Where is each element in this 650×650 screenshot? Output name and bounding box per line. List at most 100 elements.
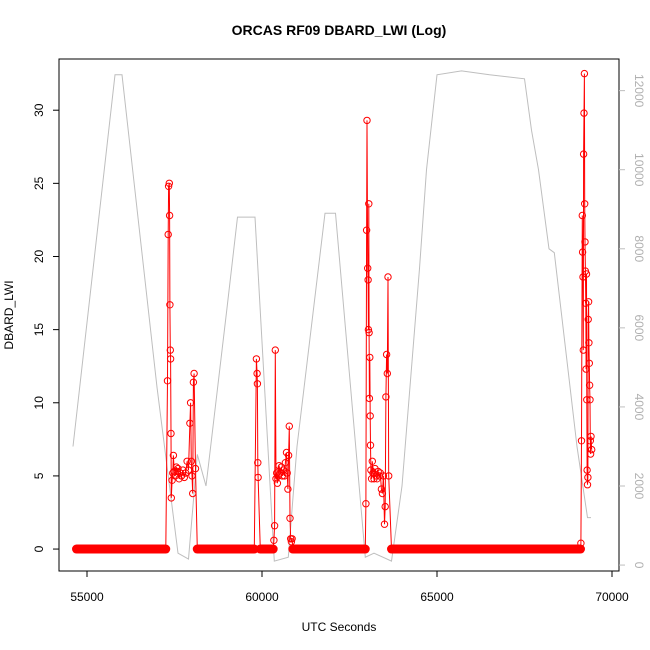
data-point bbox=[184, 466, 193, 474]
series-right-line bbox=[72, 70, 591, 562]
data-point bbox=[270, 522, 279, 530]
data-point bbox=[163, 377, 172, 385]
data-point bbox=[252, 355, 261, 363]
data-point bbox=[253, 369, 261, 378]
y2-axis: 0 2000 4000 6000 8000 10000 12000 bbox=[619, 74, 646, 569]
data-point bbox=[288, 535, 296, 543]
data-point bbox=[254, 459, 262, 467]
data-point bbox=[586, 437, 594, 445]
data-point bbox=[381, 502, 389, 511]
data-point bbox=[586, 450, 595, 458]
data-point bbox=[273, 479, 282, 487]
data-point bbox=[365, 394, 374, 403]
data-point bbox=[166, 355, 175, 363]
data-point bbox=[579, 150, 588, 158]
data-point bbox=[582, 365, 590, 373]
data-point bbox=[586, 396, 594, 404]
data-point bbox=[275, 462, 283, 470]
data-point bbox=[362, 226, 371, 234]
data-point bbox=[190, 369, 198, 378]
x-axis: 55000 60000 65000 70000 bbox=[70, 571, 629, 604]
data-point bbox=[579, 346, 587, 354]
x-tick-label: 70000 bbox=[595, 590, 629, 604]
data-point bbox=[187, 457, 196, 465]
data-point bbox=[581, 200, 589, 208]
data-point bbox=[578, 248, 587, 256]
data-point bbox=[283, 469, 291, 477]
data-point bbox=[383, 369, 391, 378]
y2-tick-label: 2000 bbox=[632, 473, 646, 500]
data-point bbox=[186, 419, 194, 427]
data-point bbox=[287, 538, 296, 546]
data-point bbox=[382, 393, 390, 401]
y-tick-label: 15 bbox=[32, 323, 46, 337]
data-point bbox=[366, 412, 374, 420]
data-point bbox=[368, 457, 376, 465]
data-point bbox=[577, 437, 586, 445]
y-tick-label: 20 bbox=[32, 249, 46, 263]
data-point bbox=[285, 422, 293, 430]
data-point bbox=[363, 116, 371, 125]
data-point bbox=[165, 211, 174, 220]
data-point bbox=[164, 182, 173, 191]
data-point bbox=[585, 381, 594, 389]
plot-area bbox=[58, 58, 620, 572]
data-point bbox=[583, 466, 591, 474]
y-tick-label: 10 bbox=[32, 396, 46, 410]
data-point bbox=[384, 273, 392, 281]
data-point bbox=[585, 359, 593, 367]
y-axis: 0 5 10 15 20 25 30 bbox=[32, 103, 59, 552]
data-point bbox=[189, 489, 197, 498]
data-point bbox=[172, 463, 181, 471]
data-point bbox=[284, 485, 292, 493]
data-point bbox=[366, 353, 374, 362]
data-point bbox=[256, 545, 264, 553]
data-point bbox=[580, 109, 588, 117]
data-point bbox=[387, 545, 396, 553]
y-tick-label: 25 bbox=[32, 176, 46, 190]
data-point bbox=[165, 179, 174, 188]
data-point bbox=[364, 325, 373, 334]
data-point bbox=[385, 472, 393, 480]
data-point bbox=[174, 464, 182, 473]
y2-tick-label: 12000 bbox=[632, 74, 646, 108]
data-point bbox=[377, 485, 386, 493]
data-point bbox=[577, 539, 585, 547]
data-point bbox=[270, 536, 278, 544]
data-point bbox=[186, 399, 195, 407]
series-right-layer bbox=[72, 70, 591, 562]
data-point bbox=[587, 432, 595, 441]
data-point bbox=[166, 301, 174, 309]
y-tick-label: 30 bbox=[32, 103, 46, 117]
data-point bbox=[164, 230, 172, 239]
chart-title: ORCAS RF09 DBARD_LWI (Log) bbox=[232, 22, 447, 38]
data-point bbox=[580, 69, 589, 78]
data-point bbox=[167, 429, 175, 438]
data-point bbox=[583, 481, 592, 489]
data-point bbox=[193, 545, 202, 553]
y2-tick-label: 6000 bbox=[632, 314, 646, 341]
data-point bbox=[269, 545, 277, 553]
data-point bbox=[364, 276, 372, 284]
data-point bbox=[583, 396, 591, 404]
data-point bbox=[191, 464, 200, 473]
y2-tick-label: 8000 bbox=[632, 235, 646, 262]
data-point bbox=[289, 545, 297, 553]
data-point bbox=[578, 211, 586, 220]
data-point bbox=[380, 520, 389, 528]
data-point bbox=[366, 441, 375, 449]
data-point bbox=[374, 467, 382, 476]
data-point bbox=[167, 494, 176, 502]
data-point bbox=[582, 270, 591, 278]
data-point bbox=[364, 264, 372, 272]
y-axis-label: DBARD_LWI bbox=[2, 280, 16, 349]
series-left-layer bbox=[72, 69, 596, 554]
data-point bbox=[281, 459, 290, 467]
data-point bbox=[180, 473, 189, 482]
y-tick-label: 5 bbox=[32, 472, 46, 479]
data-point bbox=[183, 457, 191, 465]
data-point bbox=[361, 545, 369, 553]
data-point bbox=[584, 473, 592, 482]
data-point bbox=[189, 378, 198, 386]
x-tick-label: 60000 bbox=[245, 590, 279, 604]
